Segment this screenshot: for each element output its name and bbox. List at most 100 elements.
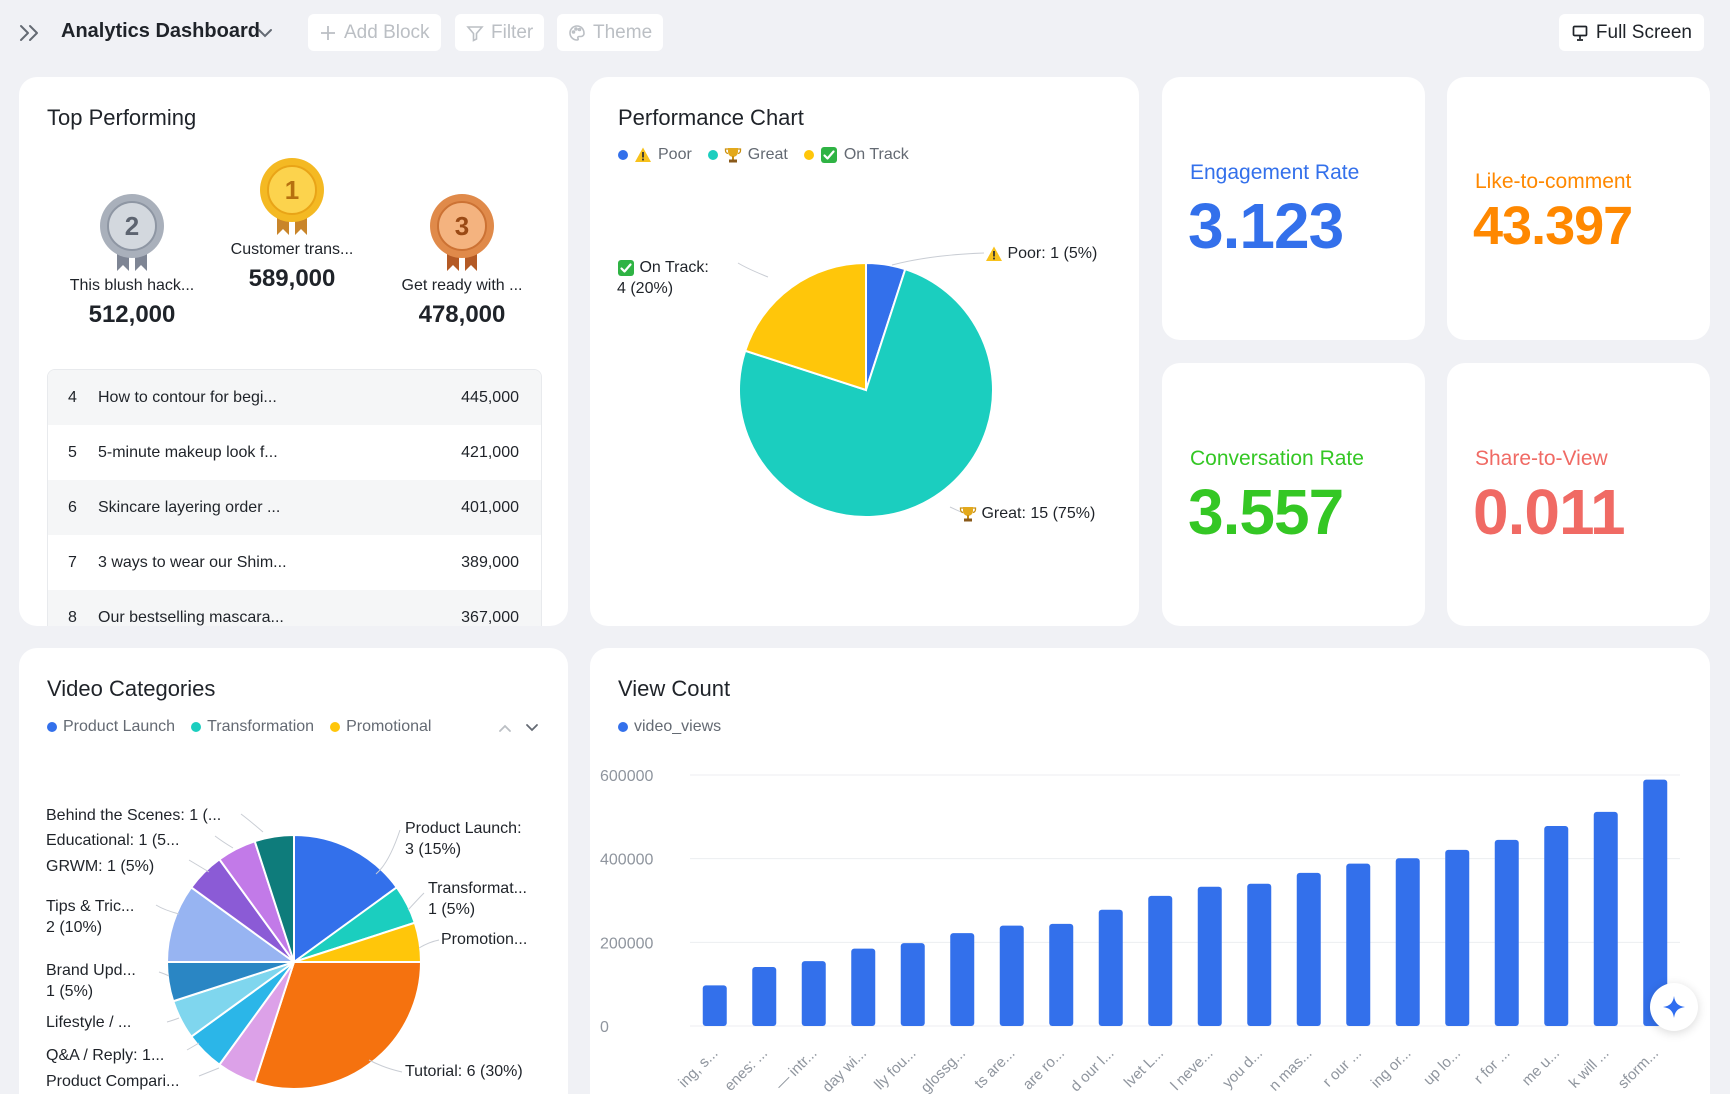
x-tick-label: enes: ...	[721, 1045, 771, 1094]
leader-line	[418, 939, 440, 949]
full-screen-button[interactable]: Full Screen	[1558, 14, 1704, 51]
categories-pie-chart[interactable]	[19, 648, 568, 1094]
ai-assistant-button[interactable]	[1650, 983, 1698, 1031]
bar-video-views[interactable]	[1445, 849, 1470, 1026]
trophy-icon	[724, 148, 741, 163]
chevron-down-icon[interactable]	[256, 24, 274, 42]
leader-line	[891, 252, 985, 266]
x-tick-label: me u...	[1519, 1045, 1563, 1089]
bar-video-views[interactable]	[752, 967, 777, 1026]
rank-list: 4 How to contour for begi... 445,000 5 5-mi…	[47, 369, 542, 626]
bar-video-views[interactable]	[999, 925, 1024, 1026]
performance-chart-card: Performance Chart Poor Great On Track Po…	[590, 77, 1139, 626]
x-tick-label: ing or...	[1368, 1045, 1415, 1092]
bar-video-views[interactable]	[1643, 779, 1668, 1026]
pie-label-educational: Educational: 1 (5...	[46, 832, 180, 849]
pie-label-grwm: GRWM: 1 (5%)	[46, 858, 155, 875]
podium-second[interactable]: 2 This blush hack... 512,000	[52, 193, 212, 329]
bar-video-views[interactable]	[900, 943, 925, 1026]
pie-label-on-track: On Track: 4 (20%)	[617, 259, 709, 297]
filter-button[interactable]: Filter	[455, 14, 545, 51]
bar-video-views[interactable]	[1494, 839, 1519, 1026]
kpi-value: 0.011	[1473, 476, 1626, 548]
bar-video-views[interactable]	[1593, 811, 1618, 1026]
x-tick-label: day wi...	[819, 1045, 870, 1094]
category-slice-tutorial[interactable]	[253, 961, 423, 1090]
conversation-rate-card: Conversation Rate 3.557	[1162, 363, 1425, 626]
kpi-label: Conversation Rate	[1190, 447, 1364, 470]
performance-slice-great[interactable]	[738, 267, 994, 518]
x-tick-label: l neve...	[1167, 1045, 1216, 1094]
podium-first[interactable]: 1 Customer trans... 589,000	[217, 157, 367, 293]
bar-video-views[interactable]	[1197, 886, 1222, 1026]
trophy-icon	[959, 506, 977, 522]
legend-item-poor[interactable]: Poor	[618, 146, 692, 164]
bar-video-views[interactable]	[1296, 872, 1321, 1026]
leader-line	[186, 1042, 200, 1051]
y-tick-label: 400000	[600, 852, 653, 869]
bar-video-views[interactable]	[1346, 863, 1371, 1026]
performance-pie-chart[interactable]	[590, 77, 1139, 626]
share-to-view-card: Share-to-View 0.011	[1447, 363, 1710, 626]
category-slice-behind-the-scenes[interactable]	[253, 833, 295, 963]
x-tick-label: sform...	[1615, 1045, 1662, 1092]
bar-video-views[interactable]	[1395, 858, 1420, 1026]
card-title: View Count	[618, 676, 731, 701]
bar-video-views[interactable]	[801, 961, 826, 1026]
leader-line	[198, 1067, 220, 1077]
top-performing-card: Top Performing 1 Customer trans... 589,0…	[19, 77, 568, 626]
pie-label-qa: Q&A / Reply: 1...	[46, 1047, 165, 1064]
bar-video-views[interactable]	[1049, 923, 1074, 1026]
bar-video-views[interactable]	[1247, 883, 1272, 1026]
expand-sidebar-icon[interactable]	[18, 22, 42, 44]
rank-row[interactable]: 5 5-minute makeup look f... 421,000	[68, 443, 519, 461]
bar-video-views[interactable]	[1148, 895, 1173, 1026]
rank-row[interactable]: 4 How to contour for begi... 445,000	[48, 370, 541, 425]
podium-value: 589,000	[248, 265, 336, 292]
category-slice-product-launch[interactable]	[293, 833, 399, 964]
view-count-bar-chart[interactable]: 0 200000 400000 600000 ing, s... enes: ... — i…	[590, 648, 1710, 1094]
x-tick-label: d our l...	[1067, 1045, 1117, 1094]
pie-label-lifestyle: Lifestyle / ...	[46, 1014, 132, 1031]
x-tick-label: lvet L...	[1121, 1045, 1167, 1091]
legend-item-great[interactable]: Great	[707, 146, 788, 164]
rank-row[interactable]: 6 Skincare layering order ... 401,000	[48, 480, 541, 535]
bar-video-views[interactable]	[1544, 826, 1569, 1026]
check-box-icon	[820, 147, 837, 163]
legend-item-promotional[interactable]: Promotional	[330, 718, 431, 736]
legend-item-on-track[interactable]: On Track	[803, 146, 909, 164]
rank-row[interactable]: 8 Our bestselling mascara... 367,000	[48, 590, 541, 626]
leader-line	[368, 1059, 403, 1073]
pie-label-tutorial: Tutorial: 6 (30%)	[405, 1063, 523, 1080]
leader-line	[240, 813, 264, 833]
add-block-button[interactable]: Add Block	[308, 14, 441, 51]
dashboard-title[interactable]: Analytics Dashboard	[61, 20, 260, 42]
x-tick-label: r for ...	[1471, 1045, 1514, 1088]
chevron-up-icon[interactable]	[497, 720, 513, 736]
x-tick-label: glossg...	[918, 1045, 970, 1094]
warning-icon	[635, 147, 651, 162]
leader-line	[407, 892, 425, 911]
kpi-label: Share-to-View	[1475, 447, 1608, 470]
bar-video-views[interactable]	[1098, 909, 1123, 1026]
x-tick-label: up lo...	[1420, 1045, 1464, 1089]
x-tick-label: — intr...	[772, 1045, 821, 1094]
legend-item-video-views[interactable]: video_views	[618, 718, 721, 736]
chevron-down-icon[interactable]	[524, 720, 540, 736]
podium-third[interactable]: 3 Get ready with ... 478,000	[382, 193, 542, 329]
bar-video-views[interactable]	[702, 985, 727, 1026]
y-tick-label: 0	[600, 1019, 609, 1036]
bar-video-views[interactable]	[851, 948, 876, 1026]
legend-item-product-launch[interactable]: Product Launch	[47, 718, 175, 736]
theme-button[interactable]: Theme	[557, 14, 664, 51]
performance-slice-on-track[interactable]	[743, 261, 867, 392]
podium-name: This blush hack...	[69, 277, 195, 294]
bar-video-views[interactable]	[950, 933, 975, 1026]
podium-value: 478,000	[418, 301, 506, 328]
performance-legend: Poor Great On Track	[618, 146, 909, 164]
category-slice-tips-tricks[interactable]	[165, 885, 298, 963]
rank-number: 3	[455, 211, 469, 241]
x-tick-label: r our ...	[1319, 1045, 1365, 1091]
legend-item-transformation[interactable]: Transformation	[191, 718, 314, 736]
